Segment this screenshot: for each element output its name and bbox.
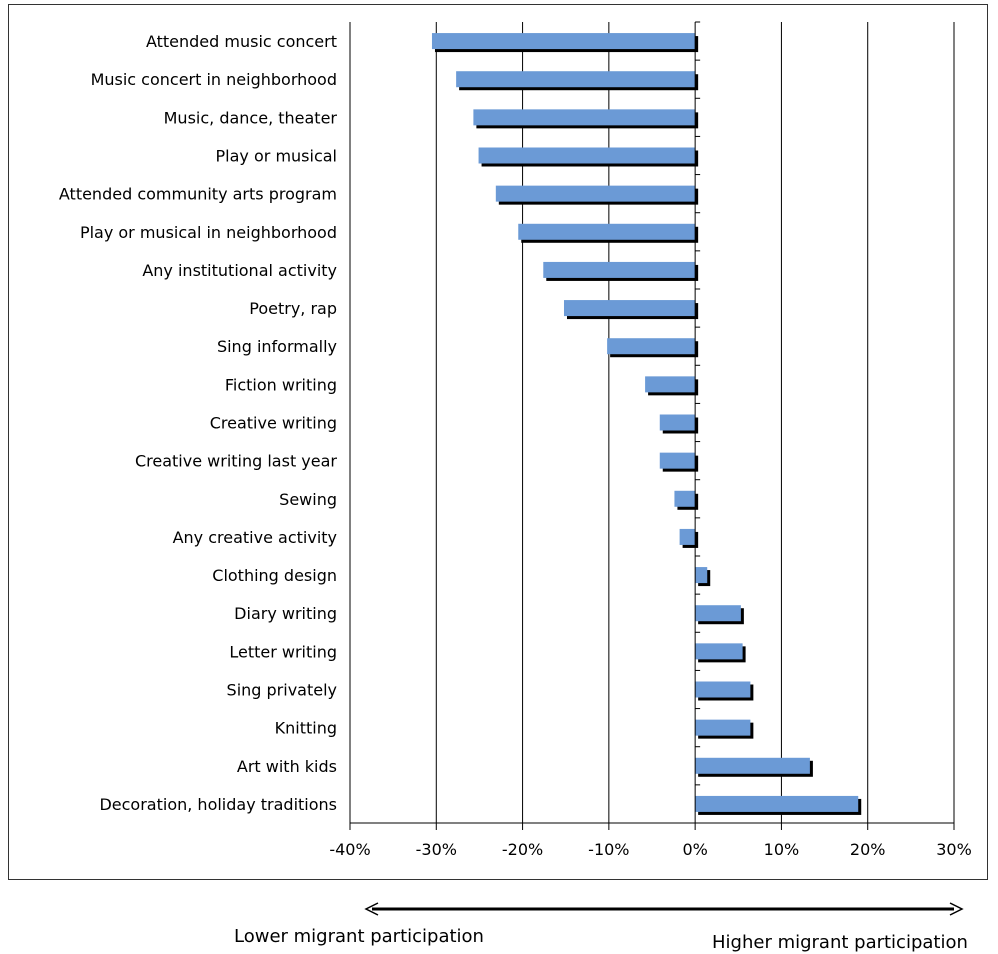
higher-participation-annotation: Higher migrant participation	[712, 932, 968, 953]
grid-lines	[349, 22, 955, 823]
category-label: Attended community arts program	[59, 185, 337, 204]
category-label: Clothing design	[212, 566, 337, 585]
bar	[695, 681, 751, 698]
bar	[607, 338, 696, 355]
tick-labels: -40% -30% -20% -10% 0% 10% 20% 30%	[329, 840, 971, 859]
bar	[695, 643, 743, 660]
chart-frame	[8, 4, 988, 880]
bar	[659, 414, 696, 431]
lower-participation-annotation: Lower migrant participation	[234, 926, 484, 947]
category-label: Play or musical in neighborhood	[80, 223, 337, 242]
bar	[695, 605, 741, 622]
category-label: Creative writing	[210, 414, 337, 433]
bar	[695, 719, 751, 736]
category-label: Sing informally	[217, 337, 337, 356]
category-label: Knitting	[275, 719, 337, 738]
bar	[456, 71, 696, 88]
category-label: Art with kids	[237, 757, 337, 776]
bar	[563, 300, 696, 317]
bar	[695, 757, 810, 774]
category-label: Diary writing	[234, 604, 337, 623]
x-tick-label: 30%	[936, 840, 972, 859]
category-label: Sing privately	[227, 681, 337, 700]
category-label: Play or musical	[216, 147, 337, 166]
x-tick-label: -30%	[416, 840, 457, 859]
bar	[478, 147, 696, 164]
bar	[659, 452, 696, 469]
bar	[695, 795, 859, 812]
axis-ticks	[349, 21, 955, 830]
x-tick-label: -20%	[502, 840, 543, 859]
bar	[695, 567, 708, 584]
bar	[543, 261, 696, 278]
bar	[518, 223, 696, 240]
category-label: Music, dance, theater	[164, 108, 338, 127]
category-label: Any creative activity	[173, 528, 337, 547]
category-label: Sewing	[279, 490, 337, 509]
category-label: Decoration, holiday traditions	[99, 795, 337, 814]
category-label: Attended music concert	[146, 32, 337, 51]
participation-arrow	[364, 902, 964, 916]
category-label: Fiction writing	[225, 375, 337, 394]
x-tick-label: 0%	[682, 840, 707, 859]
category-label: Any institutional activity	[142, 261, 337, 280]
x-tick-label: 20%	[850, 840, 886, 859]
category-label: Music concert in neighborhood	[91, 70, 337, 89]
category-label: Letter writing	[229, 642, 337, 661]
category-label: Poetry, rap	[249, 299, 337, 318]
bar	[495, 185, 696, 202]
bar	[679, 528, 696, 545]
bar	[473, 109, 696, 126]
category-labels: Attended music concert Music concert in n…	[59, 32, 338, 814]
bars	[431, 33, 862, 815]
x-tick-label: -10%	[588, 840, 629, 859]
x-tick-label: -40%	[329, 840, 370, 859]
bar	[645, 376, 696, 393]
x-tick-label: 10%	[764, 840, 800, 859]
bar	[431, 33, 696, 50]
bar	[674, 490, 696, 507]
category-label: Creative writing last year	[135, 452, 337, 471]
